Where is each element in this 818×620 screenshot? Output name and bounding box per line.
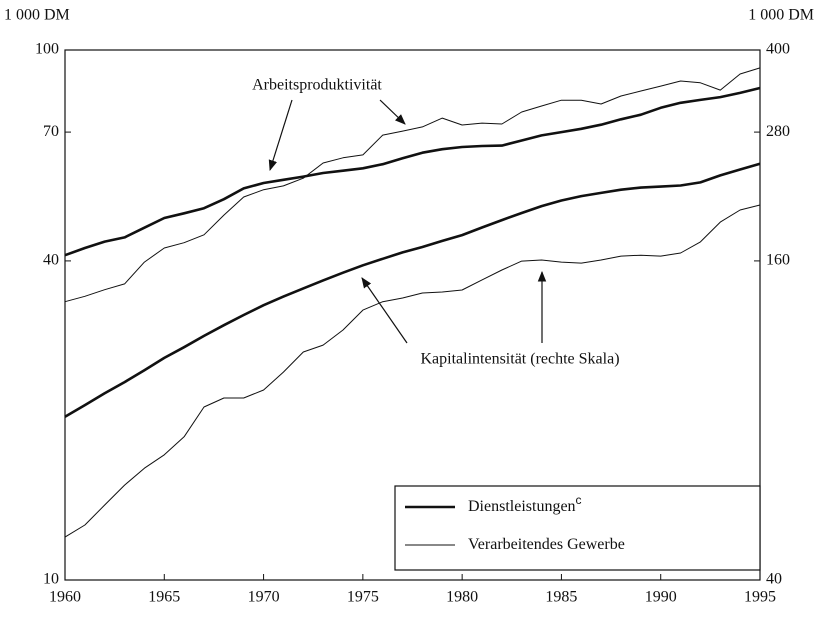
x-tick-label: 1965 (148, 589, 180, 606)
legend-label: Verarbeitendes Gewerbe (468, 536, 625, 553)
y-tick-label: 40 (43, 252, 59, 269)
plot-frame (64, 49, 761, 581)
x-tick-label: 1970 (248, 589, 280, 606)
x-tick-label: 1985 (545, 589, 577, 606)
y2-tick-label: 40 (766, 571, 782, 588)
y2-tick-label: 400 (766, 41, 790, 58)
y-axis-label: 1 000 DM (4, 7, 70, 24)
x-tick-label: 1975 (347, 589, 379, 606)
y2-tick-label: 280 (766, 123, 790, 140)
legend-name: Verarbeitendes Gewerbe (468, 536, 625, 553)
line (64, 86, 761, 257)
arrow (379, 99, 406, 125)
y-tick-label: 10 (43, 571, 59, 588)
line (64, 162, 761, 418)
line (64, 67, 761, 303)
x-tick-label: 1980 (446, 589, 478, 606)
annotation: Arbeitsproduktivität (252, 77, 382, 94)
x-tick-label: 1960 (49, 589, 81, 606)
arrow (268, 99, 293, 172)
legend-superscript: c (576, 493, 582, 507)
y-tick-label: 70 (43, 123, 59, 140)
y2-tick-label: 160 (766, 252, 790, 269)
line (64, 204, 761, 538)
legend-label: Dienstleistungenc (468, 493, 582, 515)
annotation: Kapitalintensität (rechte Skala) (420, 351, 619, 368)
x-tick-label: 1990 (645, 589, 677, 606)
y2-axis-label: 1 000 DM (748, 7, 814, 24)
arrow (361, 277, 408, 344)
x-tick-label: 1995 (744, 589, 776, 606)
legend-box (394, 485, 761, 571)
legend-name: Dienstleistungen (468, 498, 576, 515)
y-tick-label: 100 (35, 41, 59, 58)
